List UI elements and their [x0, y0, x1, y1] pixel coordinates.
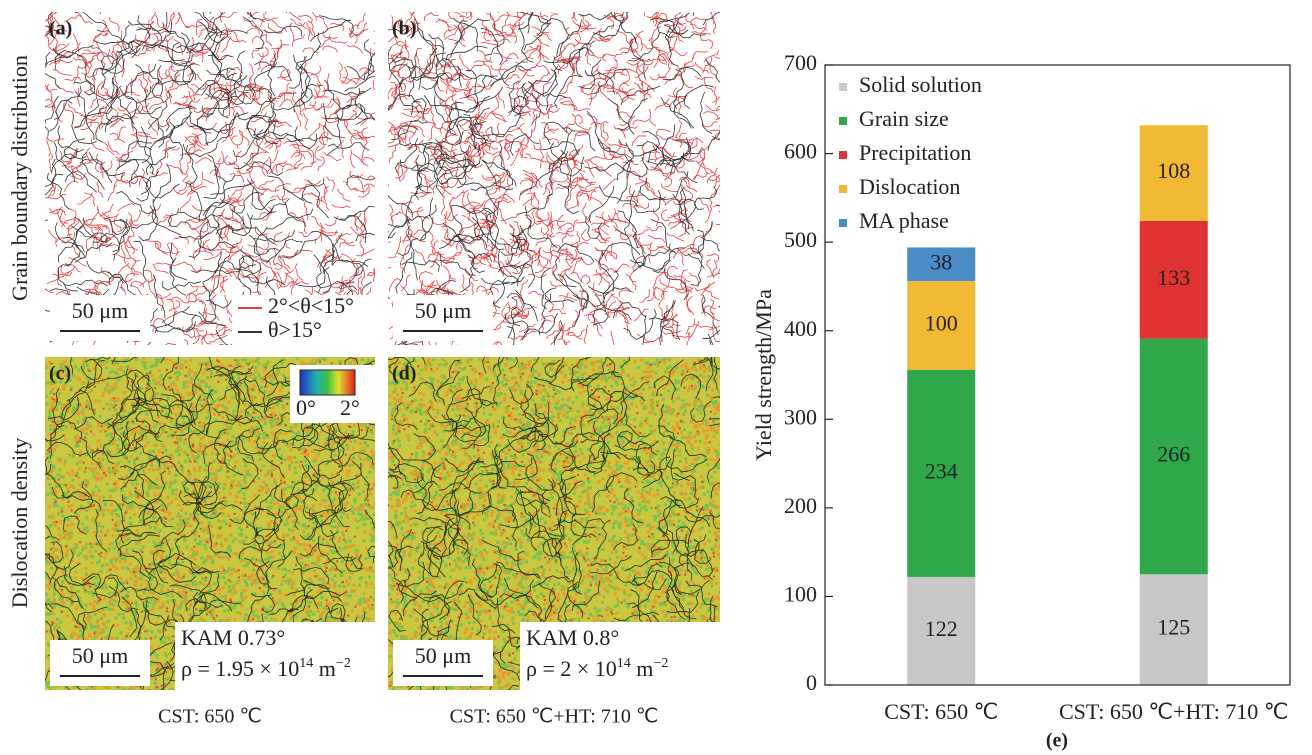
column-label: CST: 650 ℃+HT: 710 ℃ [450, 706, 659, 728]
value-label: 108 [1157, 158, 1190, 183]
legend-swatch [839, 185, 847, 193]
row-label: Dislocation density [7, 438, 32, 608]
y-tick-label: 300 [784, 404, 817, 429]
legend-label: 2°<θ<15° [268, 293, 354, 318]
density-part: m [313, 656, 336, 681]
y-tick-label: 0 [806, 670, 817, 695]
scale-bar-label: 50 μm [72, 298, 128, 323]
column-label: CST: 650 ℃ [158, 706, 262, 728]
bar-segment [907, 369, 976, 577]
density-part: ρ = 1.95 × 10 [181, 656, 299, 681]
grain-boundaries [45, 357, 375, 690]
density-part: 14 [299, 656, 313, 671]
scale-bar-box [393, 640, 493, 686]
bar-segment [1139, 220, 1208, 339]
kam-value: KAM 0.8° [526, 625, 619, 650]
x-tick-label: CST: 650 ℃ [884, 699, 998, 724]
scale-bar-box [393, 295, 493, 341]
micrographs: (a) 50 μm (b) 50 μm (c) 50 μm (d) 50 μm 2°<θ<15°… [45, 12, 720, 690]
legend-label: θ>15° [268, 317, 322, 342]
bar-segment [1139, 125, 1208, 221]
panel-label: (a) [49, 18, 72, 40]
panel-label: (e) [1046, 730, 1068, 752]
grain-boundaries [388, 357, 720, 690]
panel-label: (c) [49, 363, 71, 385]
value-label: 133 [1157, 265, 1190, 290]
legend-swatch [839, 151, 847, 159]
kam-orange [45, 357, 375, 690]
y-tick-label: 700 [784, 50, 817, 75]
micrograph [388, 12, 720, 345]
kam-box [175, 622, 375, 690]
bar-segment [907, 247, 976, 282]
density-part: −2 [336, 656, 351, 671]
colorbar-label: 0° [296, 395, 316, 420]
legend-label: MA phase [859, 208, 949, 233]
kam-box [520, 622, 720, 690]
dislocation-density: ρ = 1.95 × 1014 m−2 [181, 656, 351, 681]
colorbar [299, 369, 356, 396]
legend-label: Solid solution [859, 72, 982, 97]
scale-bar-label: 50 μm [415, 643, 471, 668]
kam-green [45, 357, 375, 690]
scale-bar-box [50, 295, 150, 341]
legend-label: Precipitation [859, 140, 971, 165]
y-tick-label: 400 [784, 316, 817, 341]
legend-swatch [839, 117, 847, 125]
y-axis-label: Yield strength/MPa [751, 289, 776, 461]
legend-swatch [839, 219, 847, 227]
value-label: 38 [930, 249, 952, 274]
value-label: 234 [925, 458, 958, 483]
y-tick-label: 100 [784, 581, 817, 606]
value-label: 266 [1157, 442, 1190, 467]
bar-chart: 0 100 200 300 400 500 600 700 Yield strength/MPa… [751, 50, 1291, 752]
kam-orange [388, 357, 720, 690]
row-label: Grain boundary distribution [7, 55, 32, 301]
value-label: 122 [925, 616, 958, 641]
scale-bar-label: 50 μm [72, 643, 128, 668]
density-part: ρ = 2 × 10 [526, 656, 617, 681]
colorbar-label: 2° [340, 395, 360, 420]
y-tick-label: 500 [784, 227, 817, 252]
dislocation-density: ρ = 2 × 1014 m−2 [526, 656, 668, 681]
value-label: 100 [925, 310, 958, 335]
y-tick-label: 600 [784, 139, 817, 164]
bar-segment [1139, 574, 1208, 685]
y-tick-label: 200 [784, 493, 817, 518]
legend-label: Dislocation [859, 174, 960, 199]
scale-bar-label: 50 μm [415, 298, 471, 323]
density-part: −2 [653, 656, 668, 671]
legend-label: Grain size [859, 106, 949, 131]
density-part: 14 [617, 656, 631, 671]
bar-segment [907, 576, 976, 685]
scale-bar-box [50, 640, 150, 686]
kam-value: KAM 0.73° [181, 625, 285, 650]
micrograph [45, 12, 375, 345]
x-tick-label: CST: 650 ℃+HT: 710 ℃ [1059, 699, 1289, 724]
plot-frame [824, 64, 1291, 686]
bar-segment [907, 281, 976, 370]
kam-green [388, 357, 720, 690]
density-part: m [631, 656, 654, 681]
panel-label: (b) [392, 18, 416, 40]
boundary-legend-box [232, 295, 375, 345]
bar-segment [1139, 338, 1208, 575]
panel-label: (d) [392, 363, 416, 385]
legend-swatch [839, 83, 847, 91]
value-label: 125 [1157, 615, 1190, 640]
